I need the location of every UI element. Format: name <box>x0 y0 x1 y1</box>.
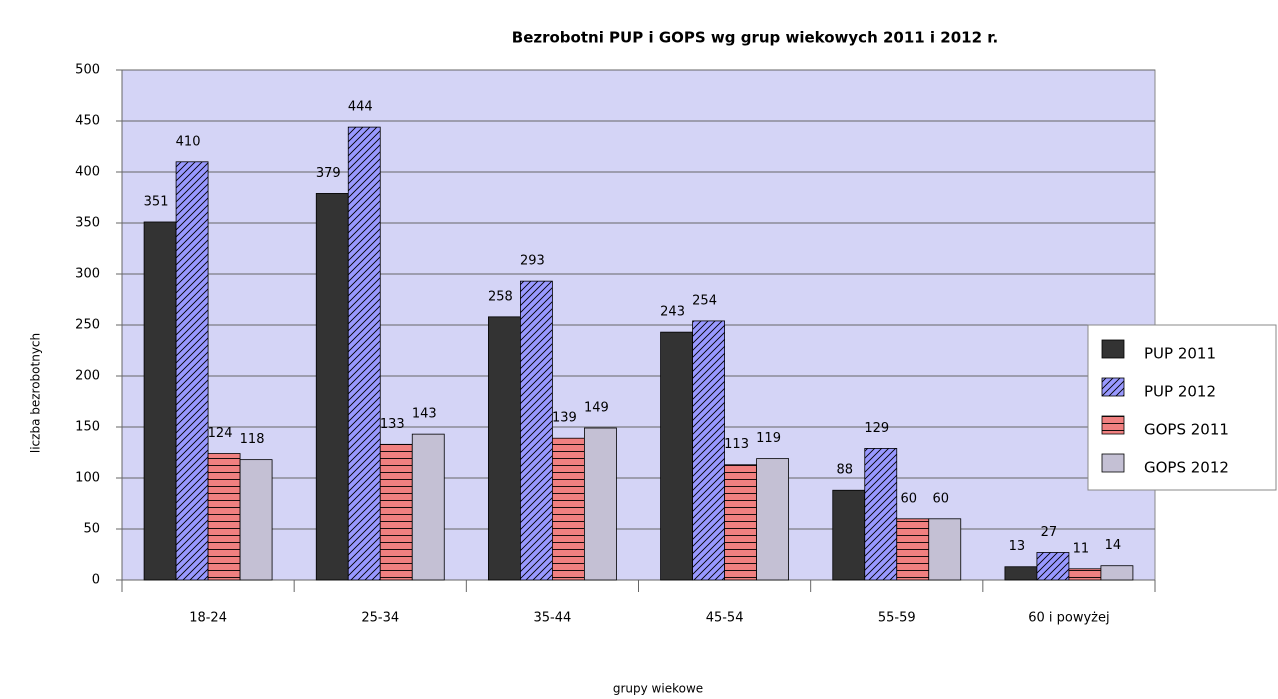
y-tick-label: 300 <box>75 267 100 282</box>
bar <box>488 316 521 581</box>
bar <box>411 433 445 581</box>
y-axis-title: liczba bezrobotnych <box>29 333 43 453</box>
data-label: 444 <box>348 100 373 115</box>
y-tick-label: 0 <box>92 573 100 588</box>
y-tick-label: 200 <box>75 369 100 384</box>
x-tick-label: 60 i powyżej <box>1028 611 1109 626</box>
legend-label: GOPS 2011 <box>1144 421 1229 439</box>
bar <box>1100 565 1134 581</box>
legend-swatch <box>1101 453 1125 473</box>
bar <box>756 458 789 581</box>
y-tick-label: 500 <box>75 63 100 78</box>
data-label: 379 <box>316 166 341 181</box>
y-tick-label: 350 <box>75 216 100 231</box>
data-label: 113 <box>724 437 749 452</box>
y-tick-label: 150 <box>75 420 100 435</box>
x-tick-label: 35-44 <box>534 611 572 626</box>
legend-swatch <box>1101 339 1125 359</box>
y-tick-label: 450 <box>75 114 100 129</box>
bar <box>1004 566 1038 581</box>
legend-swatch <box>1101 415 1125 435</box>
data-label: 119 <box>756 431 781 446</box>
data-label: 124 <box>208 426 233 441</box>
bar <box>239 459 273 581</box>
data-label: 410 <box>176 134 201 149</box>
bar <box>315 193 349 581</box>
bar <box>143 221 177 581</box>
data-label: 243 <box>660 305 685 320</box>
bar <box>832 489 866 581</box>
data-label: 139 <box>552 411 577 426</box>
bar <box>347 126 381 581</box>
data-label: 149 <box>584 401 609 416</box>
data-label: 258 <box>488 289 513 304</box>
data-label: 351 <box>144 194 169 209</box>
x-axis-title: grupy wiekowe <box>613 682 703 696</box>
bar <box>207 453 241 581</box>
x-tick-label: 25-34 <box>361 611 399 626</box>
chart-title: Bezrobotni PUP i GOPS wg grup wiekowych … <box>512 29 998 47</box>
bar <box>1068 568 1102 581</box>
legend-swatch <box>1101 377 1125 397</box>
bar <box>175 161 209 581</box>
data-label: 60 <box>932 491 949 506</box>
legend-label: PUP 2011 <box>1144 345 1216 363</box>
y-tick-label: 250 <box>75 318 100 333</box>
data-label: 27 <box>1041 525 1058 540</box>
y-tick-label: 50 <box>83 522 100 537</box>
bar <box>896 518 930 581</box>
x-tick-label: 55-59 <box>878 611 916 626</box>
y-tick-label: 100 <box>75 471 100 486</box>
bar <box>552 437 585 581</box>
legend-label: PUP 2012 <box>1144 383 1216 401</box>
x-tick-label: 18-24 <box>189 611 227 626</box>
data-label: 88 <box>836 463 853 478</box>
bar <box>724 464 757 581</box>
bar <box>692 320 725 581</box>
data-label: 129 <box>864 421 889 436</box>
bar <box>1036 552 1070 581</box>
data-label: 11 <box>1073 541 1090 556</box>
bar <box>928 518 962 581</box>
data-label: 293 <box>520 254 545 269</box>
data-label: 133 <box>380 417 405 432</box>
x-tick-label: 45-54 <box>706 611 744 626</box>
data-label: 13 <box>1009 539 1026 554</box>
bar <box>584 427 617 581</box>
y-tick-label: 400 <box>75 165 100 180</box>
data-label: 143 <box>412 407 437 422</box>
bar <box>660 331 693 581</box>
bar <box>864 448 898 581</box>
data-label: 118 <box>240 432 265 447</box>
bar <box>379 443 413 581</box>
data-label: 14 <box>1105 538 1122 553</box>
data-label: 60 <box>900 491 917 506</box>
data-label: 254 <box>692 293 717 308</box>
legend-label: GOPS 2012 <box>1144 459 1229 477</box>
bar <box>520 280 553 581</box>
